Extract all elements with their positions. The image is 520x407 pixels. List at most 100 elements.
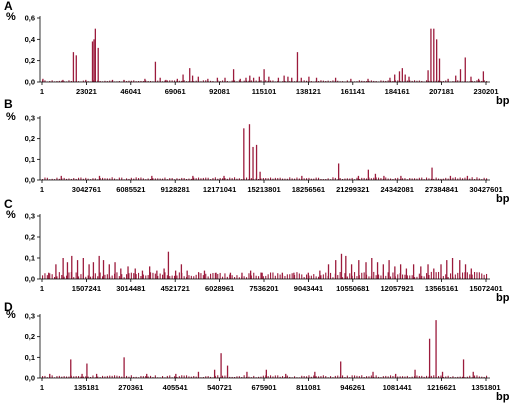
noise-bar — [166, 179, 168, 180]
x-tick-label: 6085521 — [116, 185, 145, 194]
data-bar — [55, 264, 57, 279]
data-bar — [141, 270, 144, 279]
data-bar — [249, 75, 251, 82]
noise-bar — [169, 178, 171, 180]
data-bar — [314, 371, 316, 378]
noise-bar — [130, 272, 132, 279]
noise-bar — [320, 376, 322, 378]
noise-bar — [358, 178, 360, 180]
noise-bar — [97, 376, 99, 378]
noise-bar — [205, 80, 207, 82]
data-bar — [66, 262, 69, 279]
data-bar — [459, 69, 462, 82]
y-tick-label: 0,6 — [25, 14, 35, 23]
noise-bar — [430, 375, 432, 378]
noise-bar — [356, 276, 358, 279]
noise-bar — [152, 178, 154, 180]
x-tick-label: 675901 — [251, 383, 276, 392]
noise-bar — [70, 81, 72, 82]
x-tick-label: 9043441 — [294, 284, 323, 293]
data-bar — [281, 272, 284, 279]
noise-bar — [423, 376, 425, 378]
data-bar — [263, 69, 265, 82]
data-bar — [76, 260, 79, 279]
noise-bar — [171, 178, 173, 180]
noise-bar — [54, 179, 56, 180]
noise-bar — [66, 376, 68, 378]
noise-bar — [99, 272, 101, 279]
noise-bar — [61, 275, 63, 279]
noise-bar — [289, 177, 291, 180]
noise-bar — [294, 275, 296, 279]
noise-bar — [373, 177, 375, 180]
noise-bar — [135, 177, 137, 180]
noise-bar — [286, 274, 288, 279]
noise-bar — [375, 177, 377, 180]
data-bar — [49, 373, 51, 378]
noise-bar — [274, 177, 276, 180]
noise-bar — [370, 375, 372, 378]
noise-bar — [423, 276, 425, 279]
noise-bar — [198, 177, 200, 180]
noise-bar — [361, 177, 363, 180]
x-tick-label: 10550681 — [336, 284, 369, 293]
noise-bar — [361, 80, 363, 82]
y-tick-label: 0,0 — [25, 374, 35, 383]
data-bar — [182, 74, 184, 82]
noise-bar — [104, 376, 106, 378]
noise-bar — [260, 272, 262, 279]
noise-bar — [433, 178, 435, 180]
noise-bar — [231, 376, 233, 378]
y-tick-label: 0,0 — [25, 176, 35, 185]
noise-bar — [286, 375, 288, 378]
noise-bar — [356, 375, 358, 378]
noise-bar — [80, 376, 82, 378]
x-tick-label: 1507241 — [72, 284, 101, 293]
noise-bar — [61, 80, 63, 82]
noise-bar — [222, 375, 224, 378]
noise-bar — [399, 179, 401, 180]
noise-bar — [130, 177, 132, 180]
noise-bar — [394, 178, 396, 180]
noise-bar — [258, 276, 260, 279]
noise-bar — [481, 273, 483, 279]
noise-bar — [147, 178, 149, 180]
noise-bar — [423, 179, 425, 180]
noise-bar — [87, 376, 89, 378]
noise-bar — [469, 375, 471, 378]
noise-bar — [358, 376, 360, 378]
data-bar — [335, 260, 337, 279]
noise-bar — [246, 277, 248, 279]
noise-bar — [51, 274, 53, 279]
data-bar — [300, 77, 302, 82]
data-bar — [287, 76, 289, 82]
noise-bar — [145, 80, 147, 82]
noise-bar — [363, 81, 365, 82]
data-bar — [111, 79, 114, 82]
noise-bar — [248, 80, 250, 82]
noise-bar — [87, 81, 89, 82]
x-tick-label: 405541 — [163, 383, 188, 392]
noise-bar — [102, 177, 104, 180]
data-bar — [98, 175, 101, 180]
noise-bar — [318, 177, 320, 180]
x-axis-unit: bp — [496, 292, 510, 304]
x-tick-label: 184161 — [385, 87, 410, 96]
noise-bar — [435, 177, 437, 180]
y-axis-unit: % — [6, 209, 16, 221]
data-bar — [376, 262, 379, 279]
noise-bar — [111, 375, 113, 378]
noise-bar — [454, 177, 456, 180]
noise-bar — [183, 80, 185, 82]
noise-bar — [193, 81, 195, 82]
noise-bar — [118, 276, 120, 279]
data-bar — [71, 255, 73, 279]
noise-bar — [111, 275, 113, 279]
noise-bar — [457, 272, 459, 279]
data-bar — [291, 77, 293, 82]
y-axis-unit: % — [6, 309, 16, 321]
noise-bar — [382, 376, 384, 378]
noise-bar — [54, 276, 56, 279]
noise-bar — [390, 375, 392, 378]
noise-bar — [337, 275, 339, 279]
